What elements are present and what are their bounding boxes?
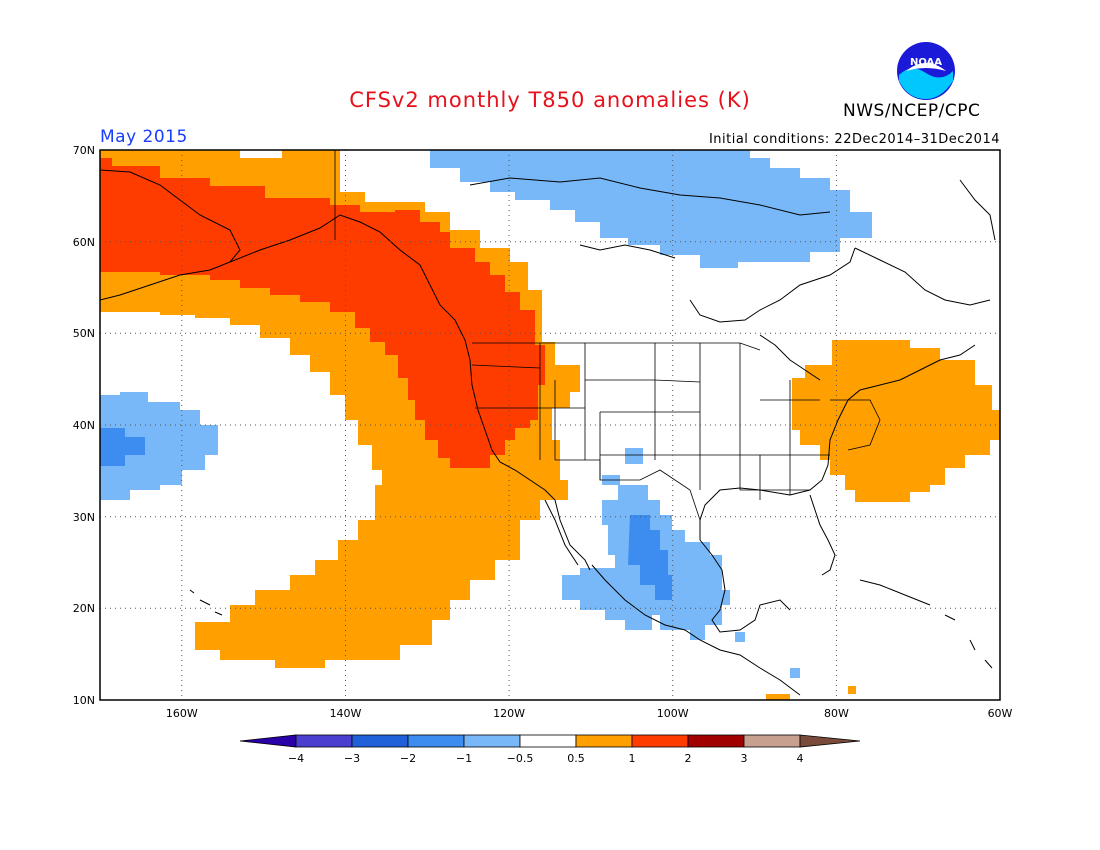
lat-label: 40N (73, 419, 95, 432)
strong-cool-anomaly-region-mexico (628, 515, 672, 600)
lon-label: 80W (824, 707, 849, 720)
colorbar-swatch (743, 734, 801, 748)
colorbar-swatch (463, 734, 521, 748)
colorbar-swatch (295, 734, 353, 748)
colorbar-label: 4 (797, 752, 804, 765)
warm-anomaly-spot (848, 686, 856, 694)
colorbar-swatch (631, 734, 689, 748)
colorbar-label: −0.5 (507, 752, 534, 765)
cool-anomaly-spot (790, 668, 800, 678)
colorbar-label: −3 (344, 752, 360, 765)
colorbar-label: −4 (288, 752, 304, 765)
strong-cool-anomaly-region-pacific (100, 428, 145, 466)
anomaly-field (100, 150, 1000, 700)
colorbar-high-arrow (799, 734, 861, 748)
lon-label: 120W (493, 707, 525, 720)
colorbar-swatch (407, 734, 465, 748)
latitude-labels: 70N 60N 50N 40N 30N 20N 10N (73, 144, 95, 707)
map-title: CFSv2 monthly T850 anomalies (K) (349, 88, 751, 112)
longitude-labels: 160W 140W 120W 100W 80W 60W (166, 707, 1013, 720)
colorbar-swatch (687, 734, 745, 748)
lon-label: 60W (988, 707, 1013, 720)
lon-label: 100W (657, 707, 689, 720)
lat-label: 60N (73, 236, 95, 249)
colorbar-label: −2 (400, 752, 416, 765)
colorbar: −4 −3 −2 −1 −0.5 0.5 1 2 3 4 (239, 734, 861, 765)
lon-label: 140W (330, 707, 362, 720)
coastlines (100, 169, 996, 696)
lat-label: 20N (73, 602, 95, 615)
cool-anomaly-spot (625, 448, 643, 464)
map-frame (99, 149, 1001, 701)
forecast-month: May 2015 (100, 127, 188, 147)
noaa-logo-icon: NOAA (897, 42, 955, 100)
colorbar-swatch (575, 734, 633, 748)
cool-anomaly-region-canada (430, 150, 872, 268)
cool-anomaly-spot (735, 632, 745, 642)
colorbar-low-arrow (239, 734, 297, 748)
colorbar-label: 0.5 (567, 752, 585, 765)
lat-label: 30N (73, 511, 95, 524)
lat-label: 70N (73, 144, 95, 157)
political-borders (334, 150, 881, 521)
lat-label: 50N (73, 327, 95, 340)
colorbar-swatch (519, 734, 577, 748)
colorbar-label: 3 (741, 752, 748, 765)
colorbar-label: 2 (685, 752, 692, 765)
colorbar-swatch (351, 734, 409, 748)
warm-anomaly-region-northeast (792, 340, 1000, 502)
cool-anomaly-region-pacific (100, 392, 218, 500)
lat-label: 10N (73, 694, 95, 707)
lon-label: 160W (166, 707, 198, 720)
colorbar-label: 1 (629, 752, 636, 765)
initial-conditions: Initial conditions: 22Dec2014–31Dec2014 (708, 132, 1000, 147)
graticule (100, 150, 1000, 700)
warm-anomaly-spot (766, 694, 790, 700)
agency-label: NWS/NCEP/CPC (843, 101, 981, 121)
colorbar-label: −1 (456, 752, 472, 765)
strong-warm-anomaly-region (100, 158, 545, 468)
logo-text: NOAA (910, 57, 942, 68)
